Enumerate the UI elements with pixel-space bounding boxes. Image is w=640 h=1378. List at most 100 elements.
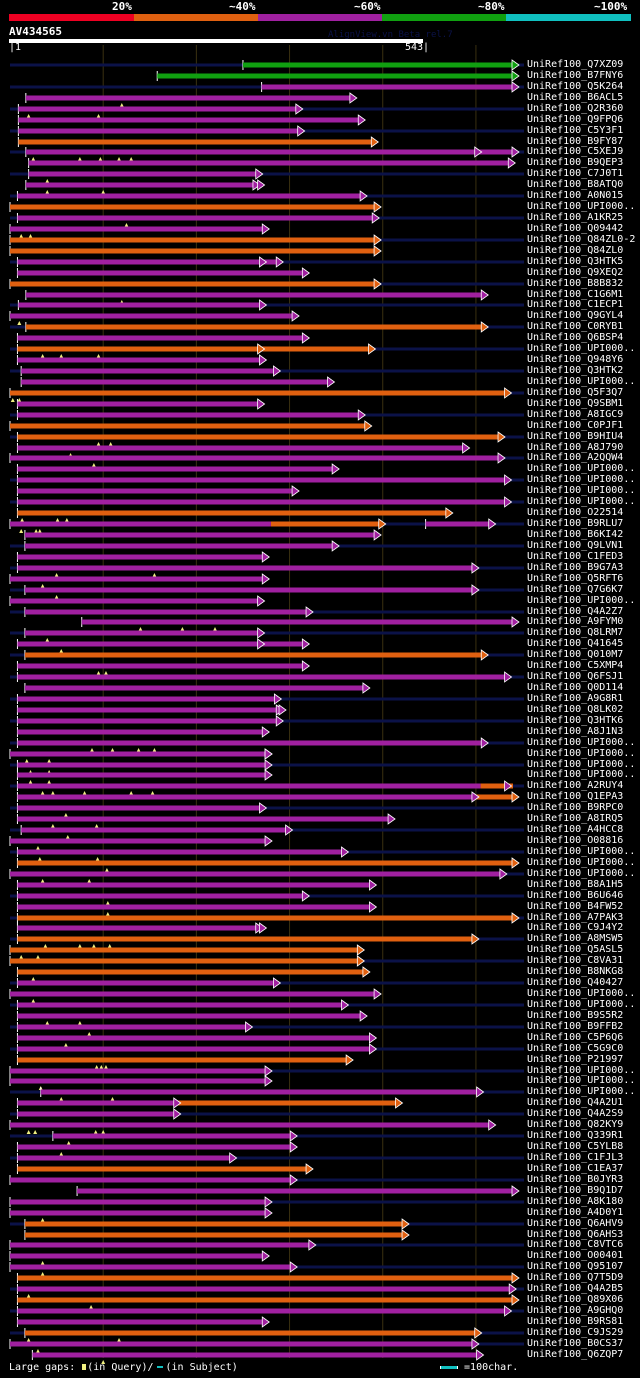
hit-label[interactable]: UniRef100_Q6ZQP7 — [527, 1349, 624, 1360]
hit-label[interactable]: UniRef100_Q6BSP4 — [527, 332, 624, 343]
hit-label[interactable]: UniRef100_B8B832 — [527, 278, 624, 289]
hit-label[interactable]: UniRef100_UPI000.. — [527, 988, 636, 999]
hit-label[interactable]: UniRef100_Q6AHV9 — [527, 1218, 624, 1229]
hit-label[interactable]: UniRef100_C8VTC6 — [527, 1239, 624, 1250]
hit-label[interactable]: UniRef100_Q9XEQ2 — [527, 267, 624, 278]
hit-label[interactable]: UniRef100_A8IRQ5 — [527, 813, 624, 824]
hit-label[interactable]: UniRef100_UPI000.. — [527, 759, 636, 770]
hit-label[interactable]: UniRef100_C5YLB8 — [527, 1141, 624, 1152]
hit-label[interactable]: UniRef100_C1G6M1 — [527, 289, 624, 300]
hit-label[interactable]: UniRef100_A8MSW5 — [527, 933, 624, 944]
hit-label[interactable]: UniRef100_B4FW52 — [527, 901, 624, 912]
hit-label[interactable]: UniRef100_Q82KY9 — [527, 1119, 624, 1130]
hit-label[interactable]: UniRef100_Q0D114 — [527, 682, 624, 693]
hit-label[interactable]: UniRef100_UPI000.. — [527, 201, 636, 212]
hit-label[interactable]: UniRef100_B9RPC0 — [527, 802, 624, 813]
hit-label[interactable]: UniRef100_Q5K264 — [527, 81, 624, 92]
hit-label[interactable]: UniRef100_Q5ASL5 — [527, 944, 624, 955]
hit-label[interactable]: UniRef100_UPI000.. — [527, 474, 636, 485]
hit-label[interactable]: UniRef100_Q2R360 — [527, 103, 624, 114]
hit-label[interactable]: UniRef100_B9S5R2 — [527, 1010, 624, 1021]
hit-label[interactable]: UniRef100_Q4A2S9 — [527, 1108, 624, 1119]
hit-label[interactable]: UniRef100_UPI000.. — [527, 595, 636, 606]
hit-label[interactable]: UniRef100_Q9GYL4 — [527, 310, 624, 321]
hit-label[interactable]: UniRef100_UPI000.. — [527, 463, 636, 474]
hit-label[interactable]: UniRef100_UPI000.. — [527, 868, 636, 879]
hit-label[interactable]: UniRef100_O22514 — [527, 507, 624, 518]
hit-label[interactable]: UniRef100_Q84ZL0-2 — [527, 234, 636, 245]
hit-label[interactable]: UniRef100_Q3HTK2 — [527, 365, 624, 376]
hit-label[interactable]: UniRef100_C1EA37 — [527, 1163, 624, 1174]
hit-label[interactable]: UniRef100_C8VA31 — [527, 955, 624, 966]
hit-label[interactable]: UniRef100_P21997 — [527, 1054, 624, 1065]
hit-label[interactable]: UniRef100_Q948Y6 — [527, 354, 624, 365]
hit-label[interactable]: UniRef100_UPI000.. — [527, 485, 636, 496]
hit-label[interactable]: UniRef100_UPI000.. — [527, 769, 636, 780]
hit-label[interactable]: UniRef100_B8ATQ0 — [527, 179, 624, 190]
hit-label[interactable]: UniRef100_Q7XZ09 — [527, 59, 624, 70]
hit-label[interactable]: UniRef100_O00401 — [527, 1250, 624, 1261]
hit-label[interactable]: UniRef100_C1FJL3 — [527, 1152, 624, 1163]
hit-label[interactable]: UniRef100_Q3HTK6 — [527, 715, 624, 726]
hit-label[interactable]: UniRef100_Q5RFT6 — [527, 573, 624, 584]
hit-label[interactable]: UniRef100_Q9SBM1 — [527, 398, 624, 409]
hit-label[interactable]: UniRef100_B0JYR3 — [527, 1174, 624, 1185]
hit-label[interactable]: UniRef100_UPI000.. — [527, 376, 636, 387]
hit-label[interactable]: UniRef100_B8A1H5 — [527, 879, 624, 890]
hit-label[interactable]: UniRef100_A1KR25 — [527, 212, 624, 223]
hit-label[interactable]: UniRef100_C9JS29 — [527, 1327, 624, 1338]
hit-label[interactable]: UniRef100_Q84ZL0 — [527, 245, 624, 256]
hit-label[interactable]: UniRef100_C9J4Y2 — [527, 922, 624, 933]
hit-label[interactable]: UniRef100_B9RS81 — [527, 1316, 624, 1327]
hit-label[interactable]: UniRef100_Q8LK02 — [527, 704, 624, 715]
hit-label[interactable]: UniRef100_C5P6Q6 — [527, 1032, 624, 1043]
hit-label[interactable]: UniRef100_C1FED3 — [527, 551, 624, 562]
hit-label[interactable]: UniRef100_B6ACL5 — [527, 92, 624, 103]
hit-label[interactable]: UniRef100_Q4A2U1 — [527, 1097, 624, 1108]
hit-label[interactable]: UniRef100_Q8LRM7 — [527, 627, 624, 638]
hit-label[interactable]: UniRef100_A4D0Y1 — [527, 1207, 624, 1218]
hit-label[interactable]: UniRef100_Q7T5D9 — [527, 1272, 624, 1283]
hit-label[interactable]: UniRef100_B6U646 — [527, 890, 624, 901]
hit-label[interactable]: UniRef100_Q010M7 — [527, 649, 624, 660]
hit-label[interactable]: UniRef100_Q4A2Z7 — [527, 606, 624, 617]
hit-label[interactable]: UniRef100_Q6AHS3 — [527, 1229, 624, 1240]
hit-label[interactable]: UniRef100_C5G9C0 — [527, 1043, 624, 1054]
hit-label[interactable]: UniRef100_Q95107 — [527, 1261, 624, 1272]
hit-label[interactable]: UniRef100_C0RYB1 — [527, 321, 624, 332]
hit-label[interactable]: UniRef100_B9HIU4 — [527, 431, 624, 442]
hit-label[interactable]: UniRef100_C5Y3F1 — [527, 125, 624, 136]
hit-label[interactable]: UniRef100_Q4A2B5 — [527, 1283, 624, 1294]
hit-label[interactable]: UniRef100_B8NKG8 — [527, 966, 624, 977]
hit-label[interactable]: UniRef100_B9RLU7 — [527, 518, 624, 529]
hit-label[interactable]: UniRef100_UPI000.. — [527, 857, 636, 868]
hit-label[interactable]: UniRef100_UPI000.. — [527, 737, 636, 748]
hit-label[interactable]: UniRef100_UPI000.. — [527, 1086, 636, 1097]
hit-label[interactable]: UniRef100_UPI000.. — [527, 999, 636, 1010]
hit-label[interactable]: UniRef100_C7J0T1 — [527, 168, 624, 179]
hit-label[interactable]: UniRef100_Q3HTK5 — [527, 256, 624, 267]
hit-label[interactable]: UniRef100_Q1EPA3 — [527, 791, 624, 802]
hit-label[interactable]: UniRef100_UPI000.. — [527, 496, 636, 507]
hit-label[interactable]: UniRef100_B7FNY6 — [527, 70, 624, 81]
hit-label[interactable]: UniRef100_C0PJF1 — [527, 420, 624, 431]
hit-label[interactable]: UniRef100_Q5F3Q7 — [527, 387, 624, 398]
hit-label[interactable]: UniRef100_A8J790 — [527, 442, 624, 453]
hit-label[interactable]: UniRef100_A4HCC8 — [527, 824, 624, 835]
hit-label[interactable]: UniRef100_A9GHQ0 — [527, 1305, 624, 1316]
hit-label[interactable]: UniRef100_UPI000.. — [527, 846, 636, 857]
hit-label[interactable]: UniRef100_C1ECP1 — [527, 299, 624, 310]
hit-label[interactable]: UniRef100_Q6FSJ1 — [527, 671, 624, 682]
hit-label[interactable]: UniRef100_A9FYM0 — [527, 616, 624, 627]
hit-label[interactable]: UniRef100_B6KI42 — [527, 529, 624, 540]
hit-label[interactable]: UniRef100_O08816 — [527, 835, 624, 846]
hit-label[interactable]: UniRef100_Q339R1 — [527, 1130, 624, 1141]
hit-label[interactable]: UniRef100_Q89X06 — [527, 1294, 624, 1305]
hit-label[interactable]: UniRef100_C5XEJ9 — [527, 146, 624, 157]
hit-label[interactable]: UniRef100_UPI000.. — [527, 1065, 636, 1076]
hit-label[interactable]: UniRef100_C5XMP4 — [527, 660, 624, 671]
hit-label[interactable]: UniRef100_UPI000.. — [527, 343, 636, 354]
hit-label[interactable]: UniRef100_Q40427 — [527, 977, 624, 988]
hit-label[interactable]: UniRef100_B9Q1D7 — [527, 1185, 624, 1196]
hit-label[interactable]: UniRef100_Q41645 — [527, 638, 624, 649]
